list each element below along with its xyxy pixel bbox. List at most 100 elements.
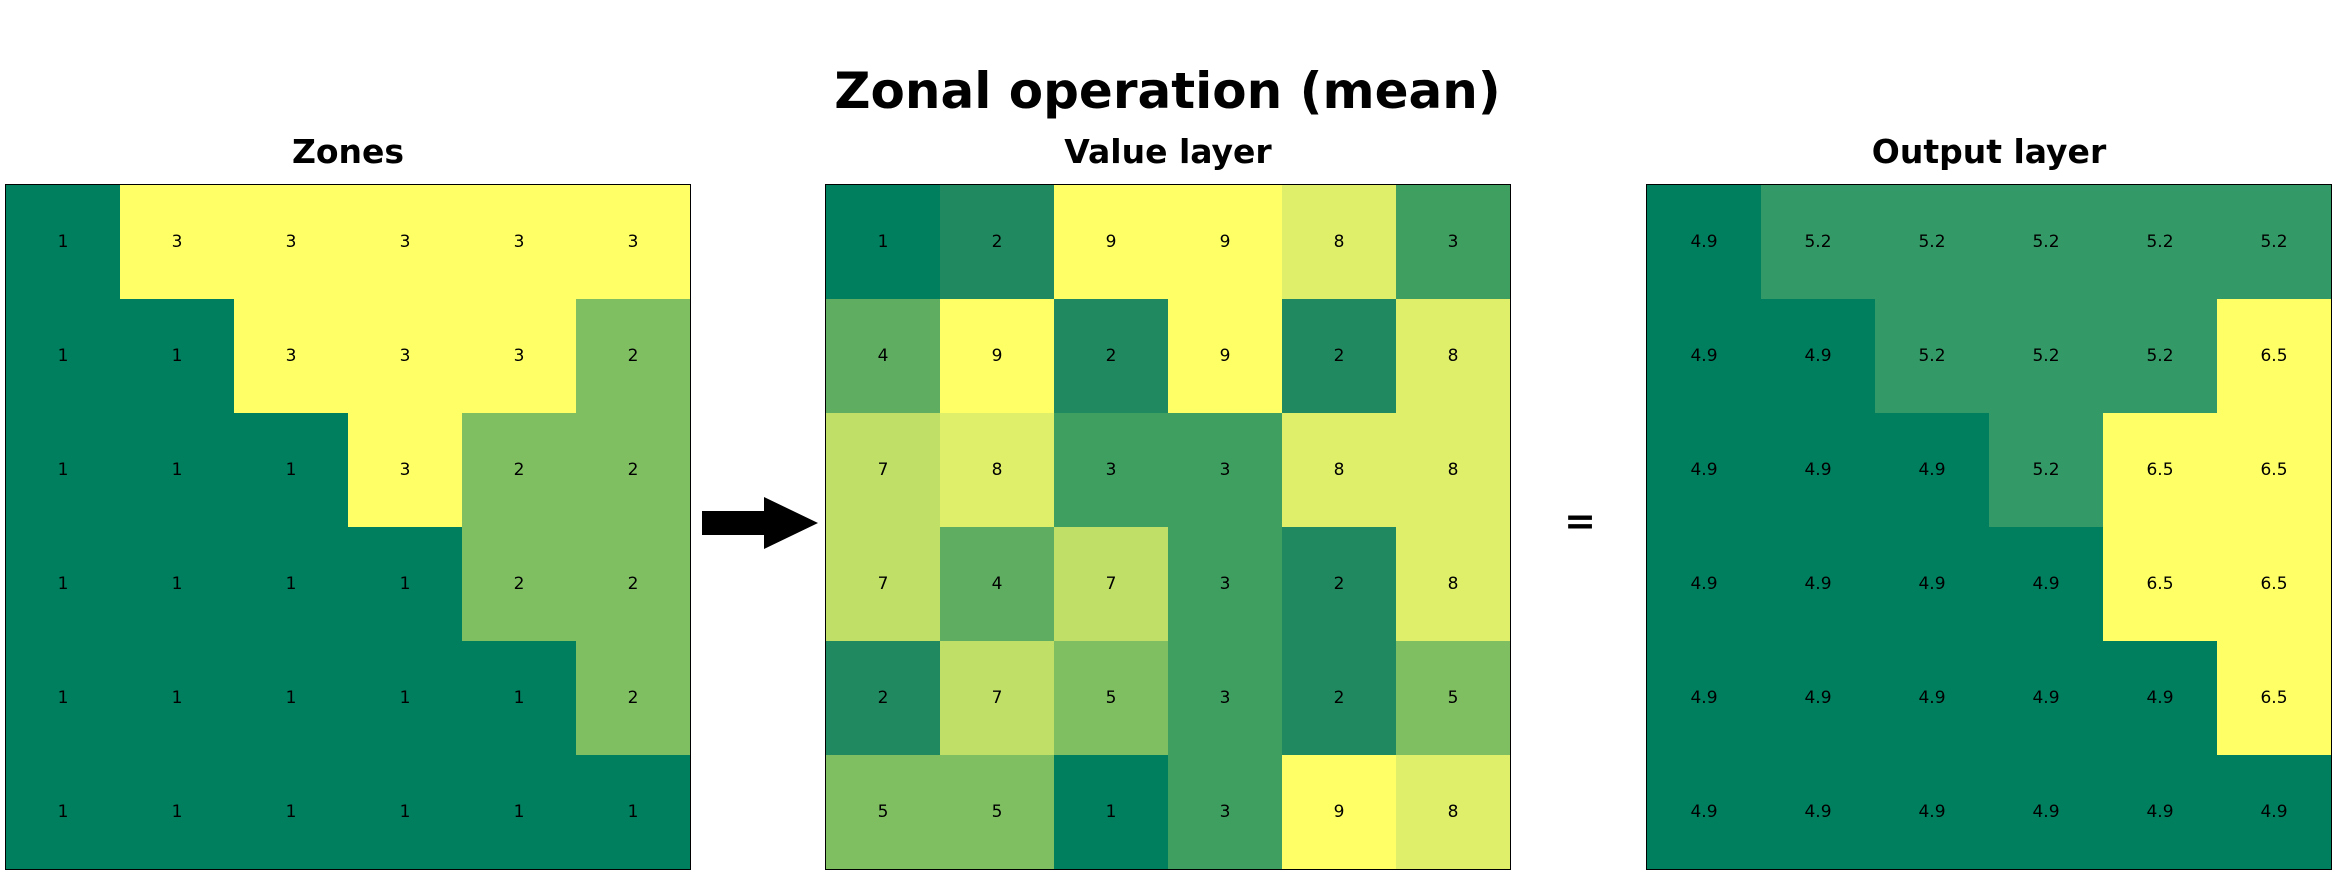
output-layer-cell: 5.2	[2103, 185, 2217, 299]
output-layer-cell: 4.9	[1989, 755, 2103, 869]
zones-cell: 1	[462, 755, 576, 869]
value-layer-cell: 2	[1282, 299, 1396, 413]
value-layer-cell: 2	[940, 185, 1054, 299]
value-layer-cell: 9	[1168, 185, 1282, 299]
zones-cell: 1	[576, 755, 690, 869]
right-arrow-icon	[702, 497, 818, 549]
output-layer-grid: 4.9 5.2 5.2 5.2 5.2 5.2 4.9 4.9 5.2 5.2 5.2 6.5 4.9 4…	[1646, 184, 2332, 870]
output-layer-cell: 4.9	[1647, 413, 1761, 527]
zones-cell: 3	[462, 185, 576, 299]
zones-cell: 1	[120, 413, 234, 527]
value-layer-cell: 2	[826, 641, 940, 755]
output-layer-cell: 6.5	[2217, 413, 2331, 527]
zones-cell: 1	[120, 641, 234, 755]
zones-title: Zones	[291, 132, 405, 171]
value-layer-cell: 8	[940, 413, 1054, 527]
value-layer-cell: 8	[1396, 299, 1510, 413]
zones-cell: 1	[6, 755, 120, 869]
zones-cell: 1	[348, 641, 462, 755]
value-layer-cell: 9	[1168, 299, 1282, 413]
output-layer-cell: 6.5	[2103, 527, 2217, 641]
output-layer-title: Output layer	[1871, 132, 2107, 171]
value-layer-cell: 4	[940, 527, 1054, 641]
output-layer-cell: 5.2	[1989, 299, 2103, 413]
value-layer-cell: 7	[940, 641, 1054, 755]
output-layer-cell: 4.9	[1875, 413, 1989, 527]
value-layer-cell: 3	[1396, 185, 1510, 299]
output-layer-cell: 5.2	[1875, 185, 1989, 299]
value-layer-cell: 3	[1168, 641, 1282, 755]
output-layer-cell: 4.9	[1761, 299, 1875, 413]
zones-cell: 1	[348, 755, 462, 869]
zones-cell: 1	[234, 641, 348, 755]
output-layer-cell: 6.5	[2217, 527, 2331, 641]
value-layer-cell: 3	[1168, 527, 1282, 641]
zones-cell: 1	[234, 755, 348, 869]
output-layer-cell: 4.9	[1875, 755, 1989, 869]
value-layer-cell: 9	[1054, 185, 1168, 299]
output-layer-cell: 4.9	[2103, 755, 2217, 869]
output-layer-cell: 4.9	[1989, 527, 2103, 641]
value-layer-cell: 5	[940, 755, 1054, 869]
zones-cell: 3	[462, 299, 576, 413]
zones-cell: 3	[120, 185, 234, 299]
value-layer-cell: 5	[1396, 641, 1510, 755]
output-layer-cell: 4.9	[2217, 755, 2331, 869]
value-layer-cell: 1	[1054, 755, 1168, 869]
equals-sign: =	[1564, 499, 1596, 543]
zones-cell: 3	[234, 185, 348, 299]
output-layer-cell: 5.2	[1989, 413, 2103, 527]
zones-cell: 1	[6, 413, 120, 527]
output-layer-cell: 6.5	[2217, 641, 2331, 755]
output-layer-cell: 5.2	[2217, 185, 2331, 299]
output-layer-cell: 4.9	[1647, 185, 1761, 299]
output-layer-panel: Output layer 4.9 5.2 5.2 5.2 5.2 5.2 4.9 4.9 5.2…	[1646, 132, 2332, 870]
zones-cell: 2	[576, 413, 690, 527]
value-layer-cell: 9	[1282, 755, 1396, 869]
value-layer-cell: 8	[1396, 527, 1510, 641]
zones-cell: 3	[576, 185, 690, 299]
zones-cell: 2	[462, 413, 576, 527]
value-layer-cell: 3	[1054, 413, 1168, 527]
zones-cell: 1	[120, 755, 234, 869]
zones-cell: 2	[576, 299, 690, 413]
output-layer-cell: 5.2	[1875, 299, 1989, 413]
zones-cell: 3	[348, 185, 462, 299]
value-layer-cell: 1	[826, 185, 940, 299]
value-layer-cell: 3	[1168, 755, 1282, 869]
zones-cell: 1	[234, 527, 348, 641]
output-layer-cell: 4.9	[1647, 755, 1761, 869]
value-layer-cell: 8	[1396, 413, 1510, 527]
value-layer-cell: 5	[1054, 641, 1168, 755]
output-layer-cell: 6.5	[2217, 299, 2331, 413]
output-layer-cell: 4.9	[1647, 299, 1761, 413]
output-layer-cell: 4.9	[1761, 755, 1875, 869]
output-layer-cell: 4.9	[1989, 641, 2103, 755]
value-layer-cell: 8	[1282, 413, 1396, 527]
value-layer-cell: 7	[826, 527, 940, 641]
output-layer-cell: 4.9	[1647, 641, 1761, 755]
value-layer-cell: 8	[1282, 185, 1396, 299]
value-layer-cell: 2	[1282, 641, 1396, 755]
value-layer-cell: 5	[826, 755, 940, 869]
zones-cell: 1	[348, 527, 462, 641]
output-layer-cell: 4.9	[1647, 527, 1761, 641]
zones-cell: 1	[6, 185, 120, 299]
value-layer-cell: 2	[1282, 527, 1396, 641]
zones-cell: 1	[120, 299, 234, 413]
zones-cell: 1	[6, 527, 120, 641]
zones-cell: 3	[348, 299, 462, 413]
value-layer-cell: 9	[940, 299, 1054, 413]
figure-title: Zonal operation (mean)	[834, 62, 1501, 120]
output-layer-cell: 4.9	[2103, 641, 2217, 755]
value-layer-title: Value layer	[1064, 132, 1272, 171]
output-layer-cell: 5.2	[1761, 185, 1875, 299]
value-layer-cell: 3	[1168, 413, 1282, 527]
zones-cell: 1	[462, 641, 576, 755]
output-layer-cell: 5.2	[1989, 185, 2103, 299]
output-layer-cell: 5.2	[2103, 299, 2217, 413]
